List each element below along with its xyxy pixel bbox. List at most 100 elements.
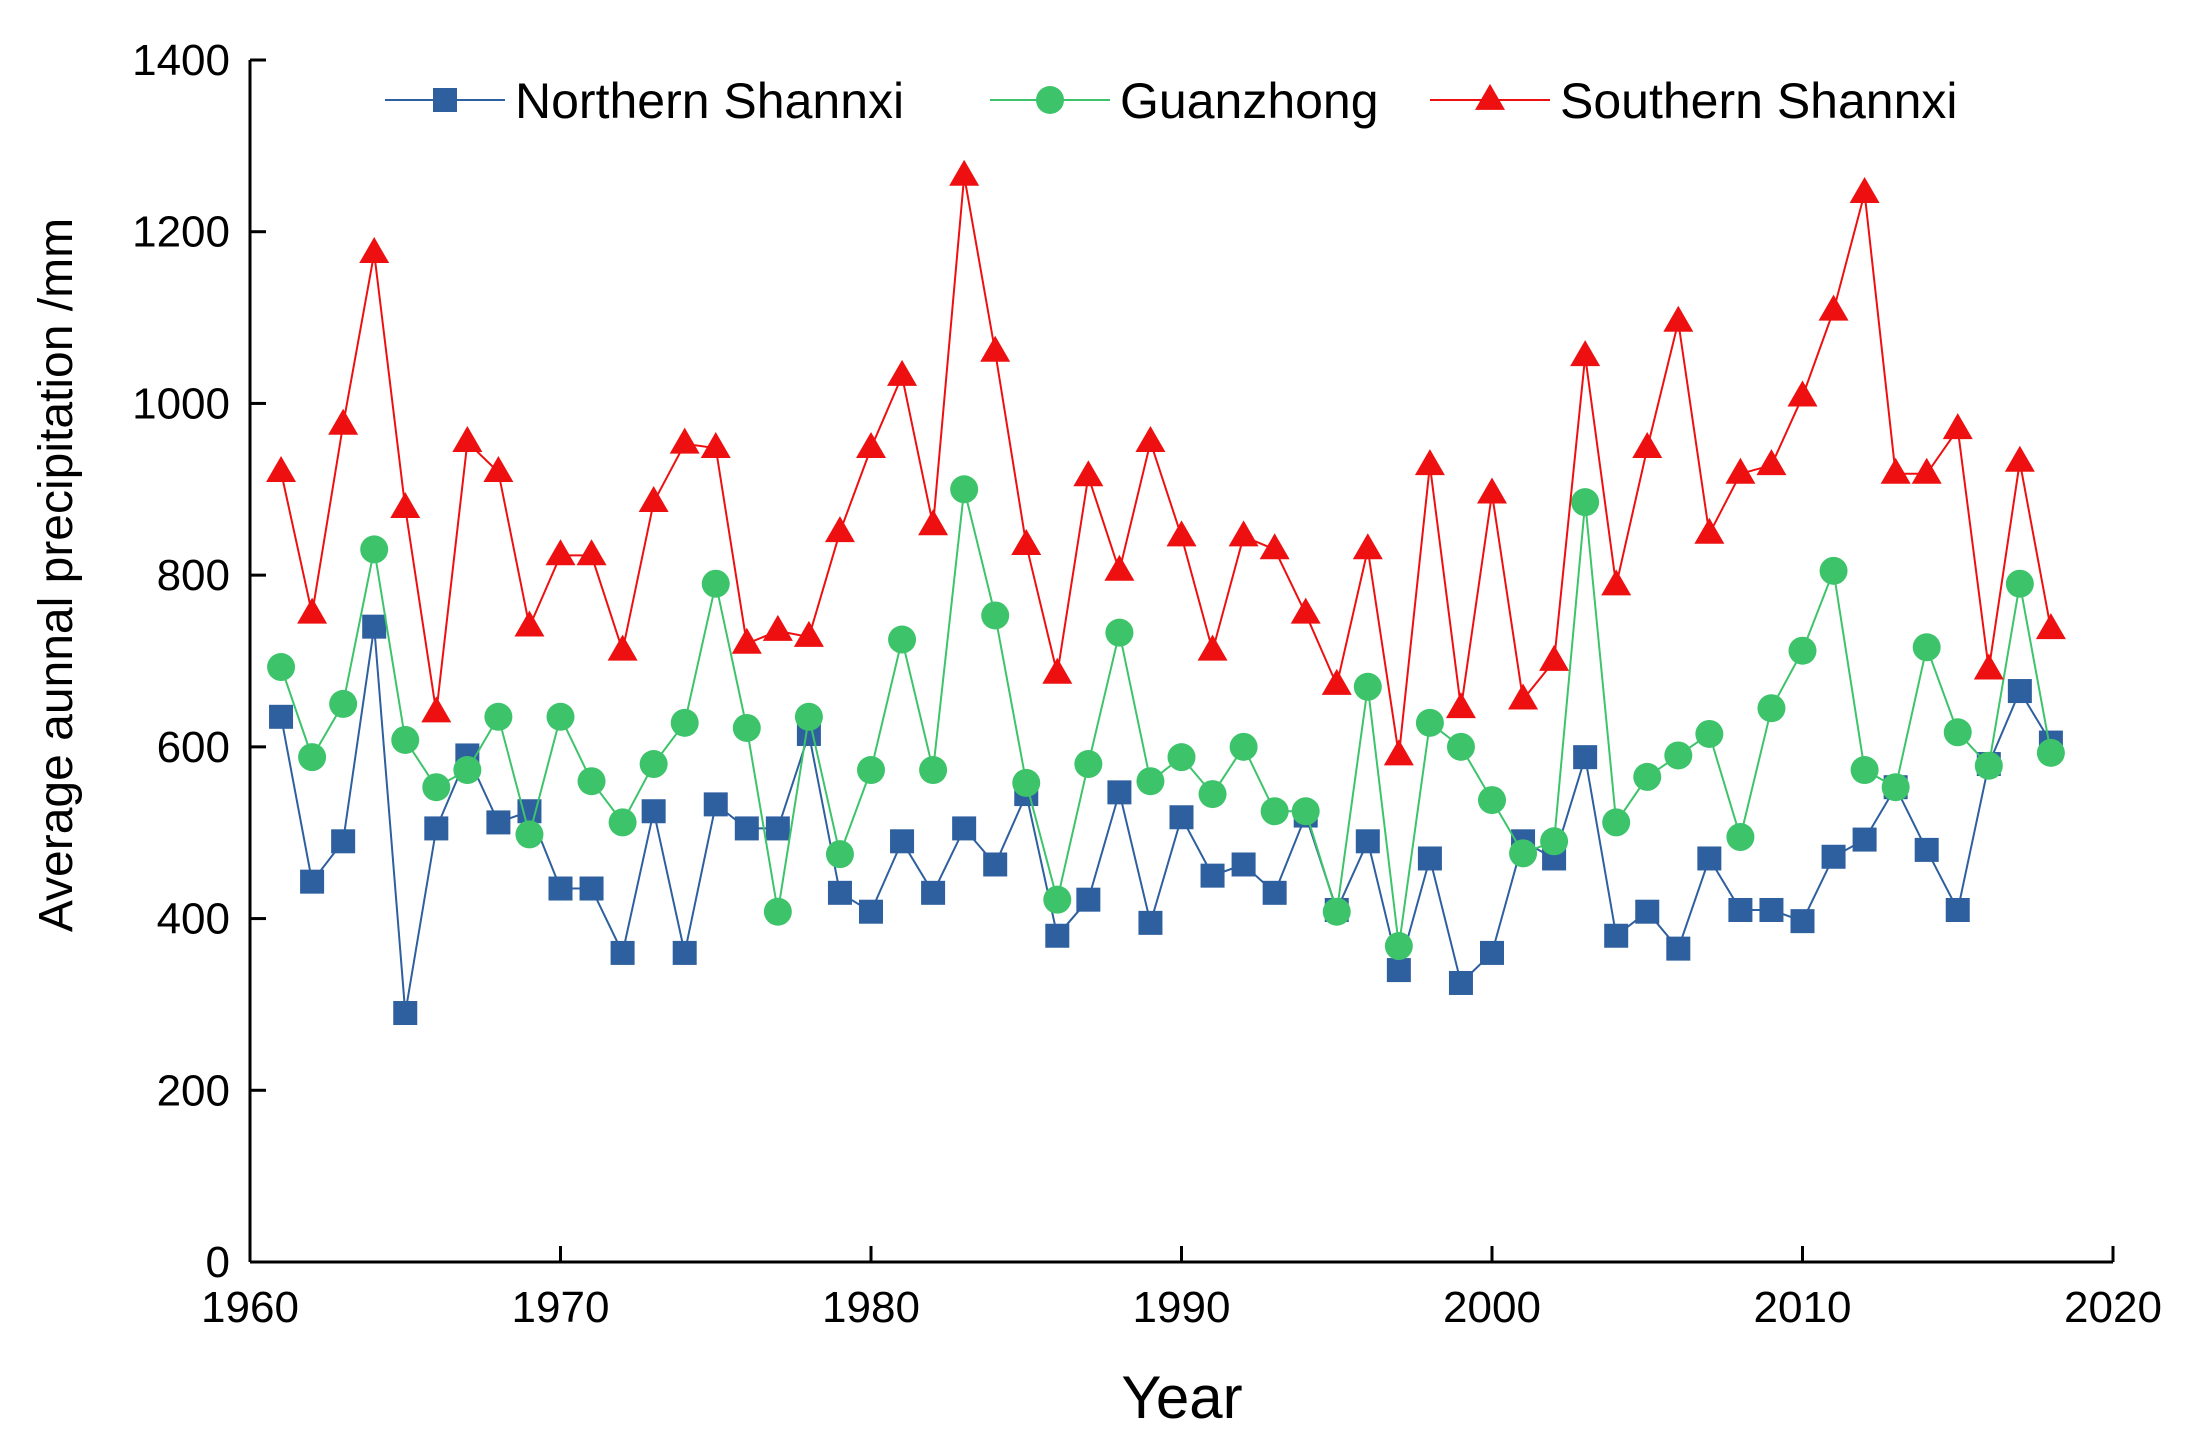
x-tick-label: 2010 bbox=[1754, 1283, 1852, 1332]
data-point-southern-shannxi bbox=[1756, 449, 1787, 476]
data-point-southern-shannxi bbox=[421, 696, 452, 723]
data-point-southern-shannxi bbox=[1290, 597, 1321, 624]
legend-marker-guanzhong bbox=[1036, 86, 1064, 114]
legend-label-northern-shannxi: Northern Shannxi bbox=[515, 73, 904, 129]
data-point-southern-shannxi bbox=[1539, 644, 1570, 671]
data-point-southern-shannxi bbox=[1787, 380, 1818, 407]
data-point-guanzhong bbox=[1571, 488, 1600, 517]
data-point-guanzhong bbox=[1074, 750, 1103, 779]
data-point-southern-shannxi bbox=[1911, 457, 1942, 484]
data-point-southern-shannxi bbox=[1632, 431, 1663, 458]
data-point-southern-shannxi bbox=[1414, 449, 1445, 476]
data-point-guanzhong bbox=[1446, 732, 1475, 761]
data-point-southern-shannxi bbox=[1321, 668, 1352, 695]
data-point-southern-shannxi bbox=[576, 539, 607, 566]
data-point-guanzhong bbox=[608, 808, 637, 837]
data-point-southern-shannxi bbox=[452, 425, 483, 452]
data-point-guanzhong bbox=[1540, 827, 1569, 856]
x-tick-label: 1960 bbox=[201, 1283, 299, 1332]
data-point-northern-shannxi bbox=[1138, 910, 1163, 935]
data-point-southern-shannxi bbox=[1135, 425, 1166, 452]
data-point-guanzhong bbox=[546, 702, 575, 731]
data-point-southern-shannxi bbox=[980, 335, 1011, 362]
data-point-southern-shannxi bbox=[1259, 533, 1290, 560]
data-point-northern-shannxi bbox=[1697, 846, 1722, 871]
legend-label-southern-shannxi: Southern Shannxi bbox=[1560, 73, 1958, 129]
data-point-northern-shannxi bbox=[1480, 940, 1504, 965]
data-point-guanzhong bbox=[577, 767, 606, 796]
data-point-northern-shannxi bbox=[641, 799, 666, 824]
data-point-northern-shannxi bbox=[331, 829, 356, 854]
data-point-southern-shannxi bbox=[856, 431, 886, 458]
data-point-southern-shannxi bbox=[514, 610, 545, 637]
data-point-guanzhong bbox=[329, 689, 358, 718]
data-point-northern-shannxi bbox=[1169, 805, 1194, 830]
legend-marker-northern-shannxi bbox=[433, 88, 457, 112]
data-point-guanzhong bbox=[453, 756, 482, 785]
data-point-northern-shannxi bbox=[579, 876, 604, 901]
data-point-northern-shannxi bbox=[983, 852, 1008, 877]
data-point-guanzhong bbox=[1198, 780, 1227, 809]
data-point-northern-shannxi bbox=[300, 869, 325, 894]
data-point-northern-shannxi bbox=[1852, 827, 1877, 852]
data-point-northern-shannxi bbox=[1355, 829, 1380, 854]
x-tick-label: 1970 bbox=[512, 1283, 610, 1332]
data-point-guanzhong bbox=[267, 653, 296, 682]
data-point-southern-shannxi bbox=[1942, 413, 1973, 440]
data-point-southern-shannxi bbox=[1570, 340, 1601, 367]
data-point-northern-shannxi bbox=[1635, 899, 1660, 924]
y-tick-label: 800 bbox=[157, 551, 230, 600]
data-point-northern-shannxi bbox=[827, 880, 852, 905]
data-point-southern-shannxi bbox=[1042, 657, 1073, 684]
data-point-southern-shannxi bbox=[1508, 683, 1539, 710]
data-point-guanzhong bbox=[1260, 797, 1289, 826]
data-point-guanzhong bbox=[515, 820, 544, 849]
data-point-guanzhong bbox=[639, 750, 668, 779]
data-point-southern-shannxi bbox=[2035, 613, 2066, 640]
data-point-northern-shannxi bbox=[1573, 745, 1598, 770]
data-point-northern-shannxi bbox=[1790, 909, 1815, 934]
data-point-guanzhong bbox=[1943, 718, 1972, 747]
data-point-northern-shannxi bbox=[1107, 780, 1132, 805]
data-point-guanzhong bbox=[950, 475, 979, 504]
data-point-southern-shannxi bbox=[1694, 517, 1725, 544]
data-point-northern-shannxi bbox=[1262, 880, 1287, 905]
data-point-southern-shannxi bbox=[669, 427, 700, 454]
data-point-southern-shannxi bbox=[1383, 739, 1414, 766]
data-point-guanzhong bbox=[2036, 738, 2065, 767]
x-tick-label: 1990 bbox=[1133, 1283, 1231, 1332]
data-point-northern-shannxi bbox=[1448, 970, 1473, 995]
data-point-northern-shannxi bbox=[1045, 923, 1070, 948]
data-point-guanzhong bbox=[1819, 556, 1848, 585]
series-layer bbox=[266, 159, 2066, 1026]
data-point-southern-shannxi bbox=[1601, 569, 1632, 596]
data-point-guanzhong bbox=[732, 713, 761, 742]
data-point-southern-shannxi bbox=[1445, 692, 1476, 719]
data-point-guanzhong bbox=[701, 569, 730, 598]
data-point-guanzhong bbox=[1757, 694, 1786, 723]
data-point-guanzhong bbox=[1602, 808, 1631, 837]
data-point-guanzhong bbox=[1012, 768, 1041, 797]
series-line-southern-shannxi bbox=[280, 175, 2052, 756]
data-point-southern-shannxi bbox=[949, 159, 980, 186]
data-point-southern-shannxi bbox=[1477, 477, 1507, 504]
x-axis-title: Year bbox=[1121, 1364, 1242, 1431]
y-tick-label: 1000 bbox=[132, 379, 230, 428]
y-tick-label: 1200 bbox=[132, 208, 230, 257]
data-point-northern-shannxi bbox=[703, 792, 728, 817]
data-point-southern-shannxi bbox=[1104, 554, 1135, 581]
data-point-southern-shannxi bbox=[1849, 176, 1880, 203]
data-point-guanzhong bbox=[1322, 897, 1351, 926]
data-point-southern-shannxi bbox=[359, 237, 390, 264]
data-point-northern-shannxi bbox=[1386, 958, 1411, 983]
data-point-northern-shannxi bbox=[890, 829, 915, 854]
data-point-southern-shannxi bbox=[918, 509, 949, 536]
x-tick-label: 2000 bbox=[1443, 1283, 1541, 1332]
data-point-guanzhong bbox=[1695, 719, 1724, 748]
series-line-guanzhong bbox=[280, 489, 2052, 947]
data-point-southern-shannxi bbox=[1011, 528, 1042, 555]
data-point-northern-shannxi bbox=[269, 704, 294, 729]
data-point-guanzhong bbox=[1726, 823, 1755, 852]
data-point-guanzhong bbox=[1291, 797, 1320, 826]
